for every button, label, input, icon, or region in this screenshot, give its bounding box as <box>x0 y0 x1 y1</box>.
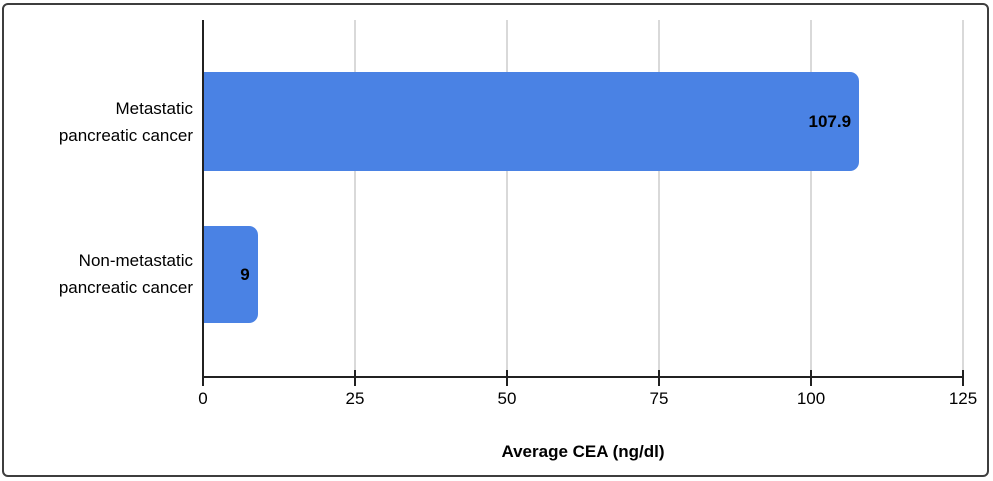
category-label-line: Metastatic <box>115 99 193 118</box>
x-tick-75 <box>658 370 660 386</box>
x-tick-25 <box>354 370 356 386</box>
x-tick-125 <box>962 370 964 386</box>
x-tick-100 <box>810 370 812 386</box>
x-tick-label-75: 75 <box>649 389 669 408</box>
category-label-0: Metastatic pancreatic cancer <box>0 95 193 149</box>
x-tick-label-25: 25 <box>345 389 365 408</box>
y-axis-line <box>202 20 204 386</box>
bar-0: 107.9 <box>203 72 860 171</box>
x-tick-50 <box>506 370 508 386</box>
x-tick-label-50: 50 <box>497 389 517 408</box>
x-tick-label-125: 125 <box>948 389 978 408</box>
gridline-75 <box>658 20 660 378</box>
gridline-125 <box>962 20 964 378</box>
bar-value-label-1: 9 <box>240 264 250 284</box>
category-label-1: Non-metastatic pancreatic cancer <box>0 247 193 301</box>
gridline-100 <box>810 20 812 378</box>
x-tick-label-100: 100 <box>796 389 826 408</box>
gridline-50 <box>506 20 508 378</box>
gridline-25 <box>354 20 356 378</box>
x-axis-line <box>203 376 963 378</box>
category-label-line: Non-metastatic <box>78 251 193 270</box>
category-label-line: pancreatic cancer <box>58 126 193 145</box>
x-axis-title: Average CEA (ng/dl) <box>501 442 665 461</box>
bar-1: 9 <box>203 226 258 323</box>
category-label-line: pancreatic cancer <box>58 278 193 297</box>
x-tick-label-0: 0 <box>198 389 208 408</box>
bar-value-label-0: 107.9 <box>808 111 852 131</box>
plot-area: 107.9 9 <box>203 20 964 378</box>
